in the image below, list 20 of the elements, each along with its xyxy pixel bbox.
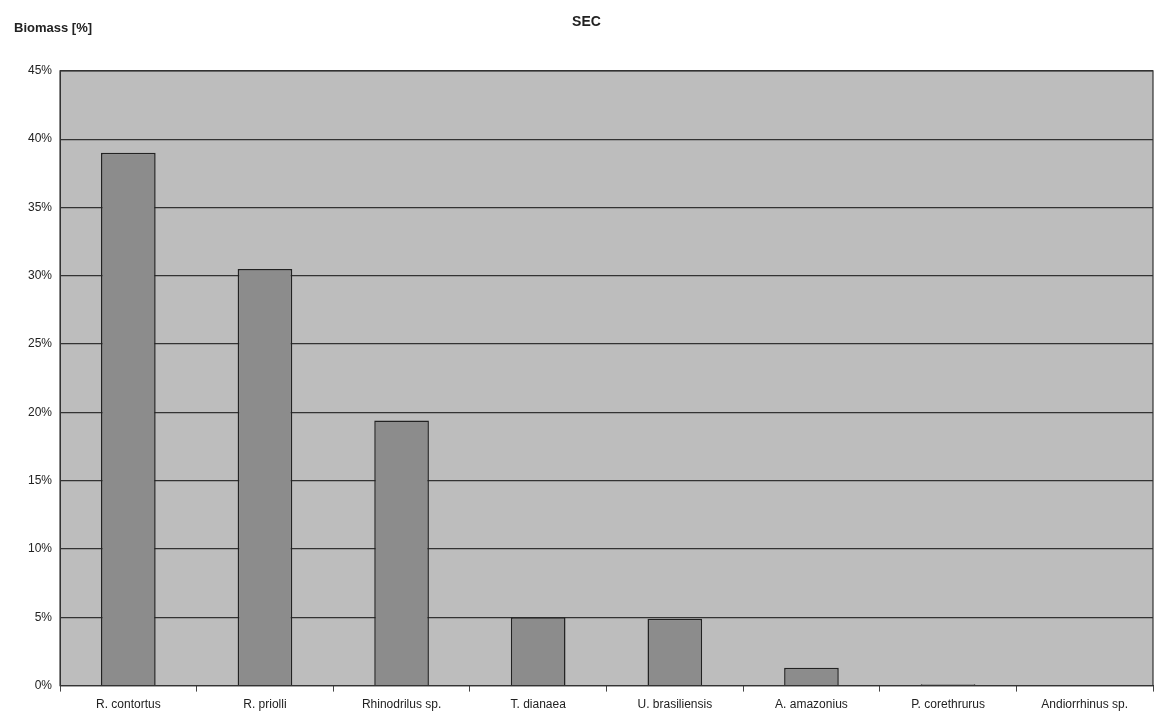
y-tick-label: 40% — [27, 131, 53, 146]
x-tick-label: R. priolli — [243, 697, 287, 712]
x-tick-label: T. dianaea — [510, 697, 567, 712]
y-tick-label: 20% — [27, 404, 53, 419]
y-tick-label: 25% — [27, 336, 53, 351]
x-tick-label: Rhinodrilus sp. — [361, 697, 442, 712]
y-tick-label: 5% — [34, 609, 53, 624]
y-tick-label: 30% — [27, 268, 53, 283]
x-tick-label: A. amazonius — [775, 697, 848, 712]
chart-title: SEC — [572, 13, 601, 30]
y-tick-label: 45% — [27, 63, 53, 78]
x-tick-label: U. brasiliensis — [637, 697, 713, 712]
x-tick-label: Andiorrhinus sp. — [1041, 697, 1129, 712]
y-tick-label: 10% — [27, 541, 53, 556]
x-tick-label: P. corethrurus — [911, 697, 985, 712]
y-axis-title: Biomass [%] — [14, 20, 93, 35]
x-tick-label: R. contortus — [95, 697, 161, 712]
y-tick-label: 0% — [34, 677, 53, 692]
y-tick-label: 15% — [27, 472, 53, 487]
y-tick-label: 35% — [27, 199, 53, 214]
